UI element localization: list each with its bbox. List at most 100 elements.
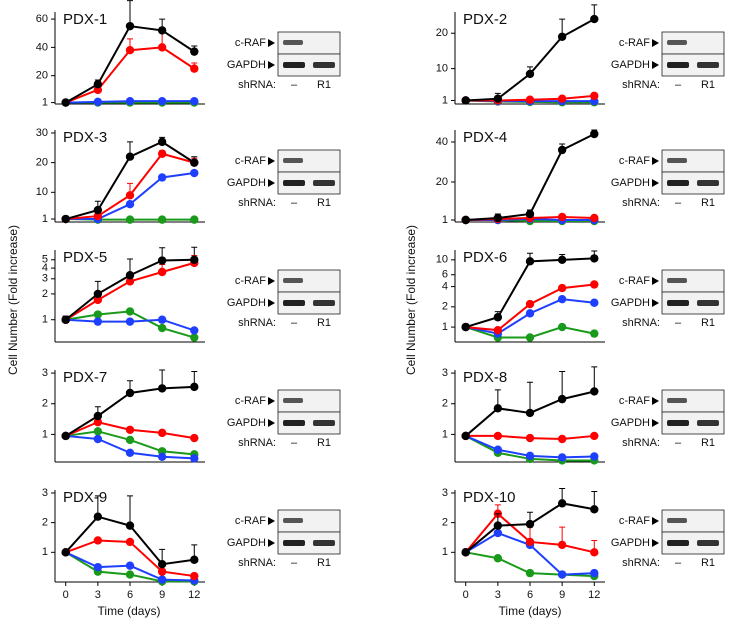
y-tick-label: 2 xyxy=(442,517,448,529)
data-point xyxy=(157,323,167,333)
data-point xyxy=(190,454,199,463)
blot-lane-label: R1 xyxy=(317,197,331,209)
data-point xyxy=(557,434,567,444)
y-tick-label: 20 xyxy=(36,157,48,169)
blot-signal xyxy=(283,420,305,426)
x-tick-label: 3 xyxy=(95,589,101,601)
x-axis-label: Time (days) xyxy=(98,604,161,618)
blot-band-label: GAPDH xyxy=(227,297,266,309)
data-point xyxy=(93,295,103,305)
data-point xyxy=(190,158,199,167)
x-tick-label: 0 xyxy=(63,589,69,601)
blot-band-label: c-RAF xyxy=(619,515,650,527)
data-point xyxy=(190,47,199,56)
y-tick-label: 4 xyxy=(442,280,448,292)
data-point xyxy=(125,425,135,434)
data-point xyxy=(93,536,103,545)
blot-arrow xyxy=(652,419,659,427)
blot-band-label: c-RAF xyxy=(235,37,266,49)
data-point xyxy=(493,521,503,530)
y-tick-label: 3 xyxy=(442,367,448,379)
data-point xyxy=(93,289,103,299)
data-point xyxy=(190,326,199,335)
y-tick-label: 20 xyxy=(436,27,448,39)
panel-title: PDX-2 xyxy=(463,11,507,28)
data-point xyxy=(125,46,135,55)
data-point xyxy=(493,94,503,103)
blot-signal xyxy=(667,62,689,68)
blot-signal xyxy=(667,518,687,523)
data-point xyxy=(190,168,199,178)
data-point xyxy=(525,309,535,318)
blot-band-label: c-RAF xyxy=(619,275,650,287)
data-point xyxy=(157,315,167,324)
error-bar xyxy=(527,381,533,413)
data-point xyxy=(525,433,535,443)
y-tick-label: 30 xyxy=(36,127,48,139)
y-tick-label: 1 xyxy=(442,94,448,106)
y-tick-label: 10 xyxy=(436,63,448,75)
blot-arrow xyxy=(268,539,275,547)
data-point xyxy=(157,452,167,461)
data-point xyxy=(190,555,199,564)
blot-band-label: GAPDH xyxy=(611,417,650,429)
y-tick-label: 2 xyxy=(42,398,48,410)
x-axis-label: Time (days) xyxy=(499,604,562,618)
blot-arrow xyxy=(652,299,659,307)
data-point xyxy=(125,96,135,106)
data-point xyxy=(190,64,199,73)
blot-arrow xyxy=(268,277,275,285)
data-point xyxy=(125,152,135,161)
data-point xyxy=(525,299,535,309)
blot-lane-label: – xyxy=(291,437,298,449)
blot-signal xyxy=(283,398,303,403)
data-point xyxy=(557,322,567,332)
x-tick-label: 9 xyxy=(559,589,565,601)
data-point xyxy=(557,212,567,222)
y-tick-label: 1 xyxy=(442,428,448,440)
x-tick-label: 12 xyxy=(588,589,600,601)
data-point xyxy=(590,452,599,461)
data-point xyxy=(157,215,167,224)
data-point xyxy=(61,98,70,107)
blot-condition-label: shRNA: xyxy=(238,197,276,209)
panel-title: PDX-9 xyxy=(63,489,107,506)
blot-signal xyxy=(313,540,335,546)
blot-signal xyxy=(667,40,687,45)
blot-lane-label: R1 xyxy=(317,437,331,449)
blot-condition-label: shRNA: xyxy=(238,79,276,91)
blot-arrow xyxy=(652,397,659,405)
blot-arrow xyxy=(652,179,659,187)
blot-lane-label: R1 xyxy=(317,557,331,569)
y-tick-label: 60 xyxy=(36,13,48,25)
data-point xyxy=(557,499,567,508)
data-point xyxy=(493,404,503,413)
y-tick-label: 1 xyxy=(42,428,48,440)
blot-signal xyxy=(667,180,689,186)
x-tick-label: 12 xyxy=(188,589,200,601)
data-point xyxy=(190,96,199,106)
blot-lane-label: R1 xyxy=(317,317,331,329)
y-tick-label: 1 xyxy=(42,96,48,108)
y-tick-label: 40 xyxy=(436,136,448,148)
y-tick-label: 2 xyxy=(42,288,48,300)
data-point xyxy=(525,537,535,547)
data-point xyxy=(557,394,567,404)
y-tick-label: 3 xyxy=(42,273,48,285)
y-tick-label: 1 xyxy=(442,546,448,558)
y-tick-label: 10 xyxy=(36,186,48,198)
data-point xyxy=(125,388,135,398)
data-point xyxy=(190,433,199,443)
data-point xyxy=(590,298,599,307)
data-point xyxy=(525,257,535,266)
error-bar xyxy=(559,371,566,400)
data-point xyxy=(157,267,167,277)
data-point xyxy=(493,445,503,454)
data-point xyxy=(157,567,167,576)
blot-arrow xyxy=(268,61,275,69)
blot-signal xyxy=(667,158,687,163)
blot-arrow xyxy=(268,299,275,307)
panel-title: PDX-7 xyxy=(63,369,107,386)
data-point xyxy=(590,548,599,557)
data-point xyxy=(461,322,470,332)
